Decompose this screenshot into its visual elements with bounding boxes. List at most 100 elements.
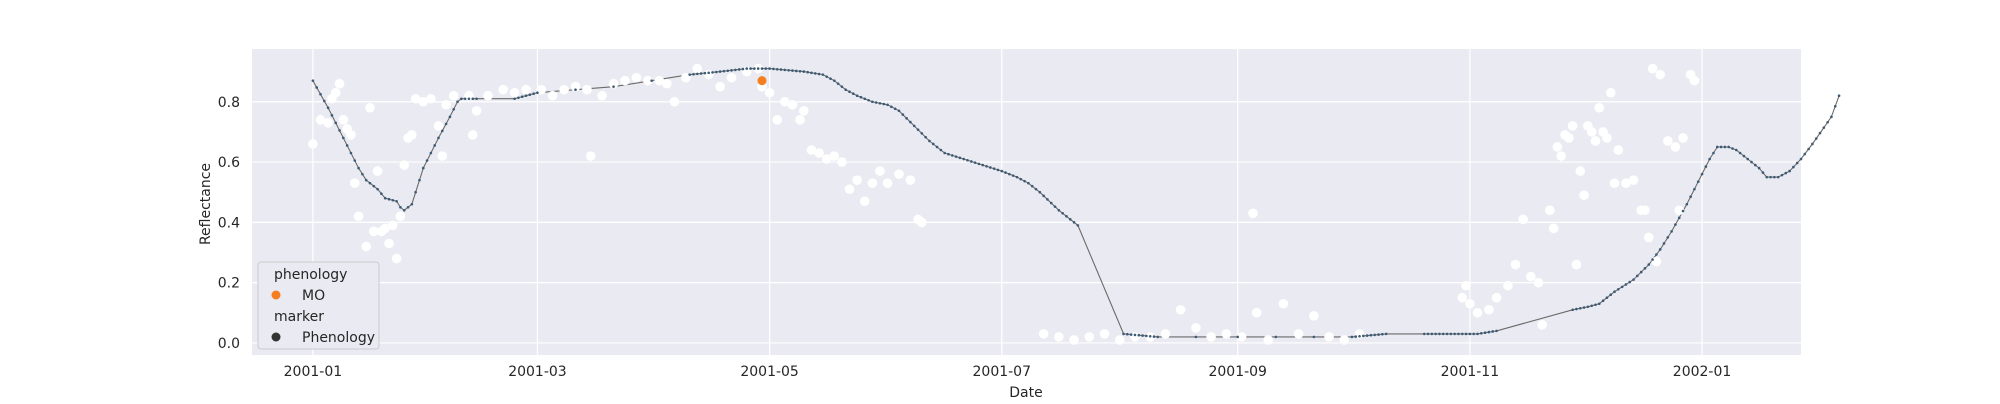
curve-dot bbox=[1126, 332, 1129, 336]
curve-dot bbox=[1807, 147, 1810, 151]
curve-dot bbox=[463, 97, 467, 101]
observation-point bbox=[715, 81, 725, 92]
curve-dot bbox=[421, 166, 425, 170]
observation-point bbox=[795, 115, 805, 125]
observation-point bbox=[1251, 307, 1262, 318]
observation-point bbox=[1674, 205, 1685, 216]
observation-point bbox=[741, 66, 752, 77]
legend-mo-marker bbox=[271, 290, 281, 300]
curve-dot bbox=[448, 115, 452, 119]
observation-point bbox=[867, 178, 878, 188]
curve-dot bbox=[460, 97, 463, 101]
observation-point bbox=[620, 75, 630, 86]
curve-dot bbox=[1594, 303, 1597, 307]
observation-point bbox=[1191, 323, 1201, 333]
observation-point bbox=[1221, 329, 1232, 339]
observation-point bbox=[391, 253, 402, 264]
observation-point bbox=[353, 211, 364, 222]
curve-dot bbox=[699, 72, 703, 75]
curve-dot bbox=[1049, 201, 1053, 205]
observation-point bbox=[1621, 178, 1631, 188]
observation-point bbox=[1678, 133, 1688, 143]
curve-dot bbox=[1129, 333, 1133, 336]
observation-point bbox=[1548, 223, 1559, 234]
curve-dot bbox=[1696, 180, 1700, 183]
curve-dot bbox=[928, 139, 931, 143]
curve-dot bbox=[520, 95, 524, 99]
curve-dot bbox=[1381, 332, 1384, 336]
observation-point bbox=[1278, 298, 1289, 309]
curve-dot bbox=[1830, 115, 1833, 119]
plot-background bbox=[252, 49, 1801, 355]
curve-dot bbox=[741, 67, 745, 71]
observation-point bbox=[1461, 280, 1471, 291]
curve-dot bbox=[1799, 157, 1803, 161]
curve-dot bbox=[787, 68, 790, 72]
curve-dot bbox=[402, 208, 406, 212]
grid bbox=[252, 49, 1801, 355]
curve-dot bbox=[1666, 236, 1670, 239]
curve-dot bbox=[897, 109, 901, 113]
legend-hue-title: phenology bbox=[274, 267, 347, 283]
curve-dot bbox=[380, 192, 383, 196]
curve-dot bbox=[1643, 267, 1647, 270]
curve-dot bbox=[1312, 335, 1316, 339]
x-tick-label: 2001-11 bbox=[1441, 364, 1500, 380]
observation-point bbox=[346, 130, 356, 140]
y-tick-label: 0.4 bbox=[218, 215, 240, 231]
curve-dot bbox=[970, 160, 973, 163]
curve-dot bbox=[825, 75, 828, 78]
curve-dot bbox=[1480, 331, 1483, 335]
curve-dot bbox=[905, 117, 908, 120]
curve-dot bbox=[920, 132, 924, 135]
curve-dot bbox=[985, 164, 988, 168]
observation-point bbox=[829, 151, 840, 161]
curve-dots-layer bbox=[311, 67, 1841, 339]
observation-point bbox=[448, 90, 459, 101]
observation-point bbox=[875, 166, 885, 176]
observation-point bbox=[441, 99, 451, 110]
curve-dot bbox=[806, 70, 809, 74]
curve-dot bbox=[376, 187, 379, 191]
curve-dot bbox=[1776, 175, 1780, 179]
observation-point bbox=[669, 96, 680, 107]
curve-dot bbox=[730, 69, 733, 72]
legend-box bbox=[257, 261, 380, 350]
curve-dot bbox=[1738, 151, 1742, 155]
curve-dot bbox=[745, 67, 749, 70]
curve-dot bbox=[1814, 137, 1818, 140]
observation-point bbox=[1248, 208, 1258, 219]
curve-dot bbox=[798, 69, 802, 73]
curve-dot bbox=[524, 94, 528, 98]
observation-point bbox=[1533, 277, 1544, 288]
curve-dot bbox=[1833, 104, 1837, 108]
curve-dot bbox=[345, 144, 349, 147]
curve-dot bbox=[1464, 332, 1468, 336]
observation-point bbox=[1575, 166, 1586, 176]
curve-dot bbox=[912, 124, 916, 128]
curve-dot bbox=[1027, 181, 1030, 185]
observation-point bbox=[1099, 329, 1110, 339]
observation-point bbox=[608, 78, 619, 89]
observation-point bbox=[1609, 178, 1620, 188]
observation-point bbox=[1236, 332, 1247, 342]
curve-dot bbox=[1076, 224, 1080, 227]
observation-point bbox=[1339, 335, 1350, 345]
curve-dot bbox=[859, 95, 863, 99]
observation-point bbox=[365, 102, 375, 113]
curve-dot bbox=[1034, 187, 1038, 191]
observation-point bbox=[1689, 75, 1700, 86]
curve-dot bbox=[1754, 163, 1757, 167]
curve-dot bbox=[1780, 173, 1784, 177]
curve-dot bbox=[383, 196, 387, 200]
curve-dot bbox=[749, 67, 752, 70]
curve-dot bbox=[1818, 131, 1822, 135]
y-tick-label: 0.0 bbox=[218, 336, 240, 352]
observation-point bbox=[917, 217, 927, 228]
observation-point bbox=[1647, 63, 1658, 74]
curve-dot bbox=[1156, 335, 1160, 339]
curve-dot bbox=[871, 100, 874, 104]
observation-point bbox=[585, 151, 596, 161]
curve-dot bbox=[1769, 175, 1772, 179]
curve-dot bbox=[737, 68, 741, 71]
